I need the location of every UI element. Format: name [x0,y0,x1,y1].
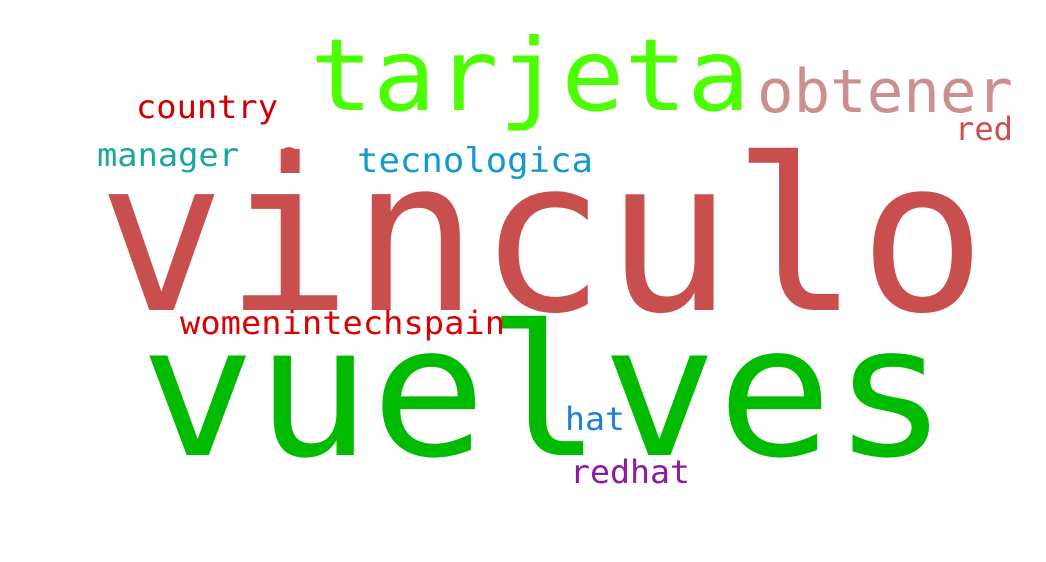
word-manager: manager [97,136,239,174]
word-obtener: obtener [757,57,1013,127]
word-vinculo: vinculo [98,113,986,360]
word-hat: hat [565,400,625,438]
word-womenintechspain: womenintechspain [180,304,505,342]
word-red: red [955,110,1013,148]
word-country: country [136,88,278,126]
word-bullet: • [272,128,306,184]
word-tarjeta: tarjeta [310,17,750,134]
word-redhat: redhat [570,453,690,491]
word-vuelves: vuelves [140,286,948,498]
word-tecnologica: tecnologica [357,141,593,181]
